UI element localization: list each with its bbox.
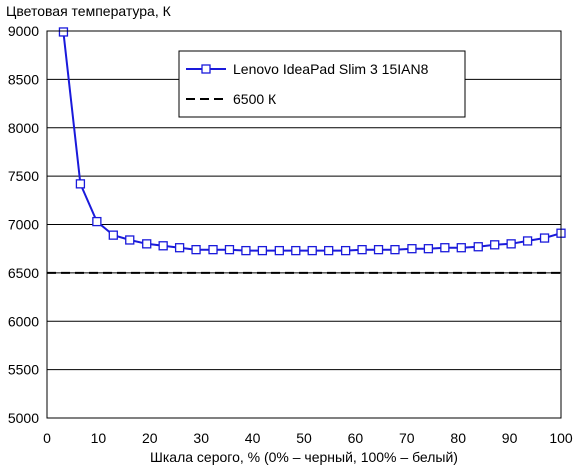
x-tick-labels: 0 10 20 30 40 50 60 70 80 90 100 (43, 430, 573, 446)
data-point (75, 179, 86, 189)
y-tick-label: 8000 (8, 120, 39, 136)
x-tick-label: 20 (142, 430, 158, 446)
data-point (539, 233, 550, 243)
series-layer (47, 27, 566, 274)
y-tick-labels: 5000 5500 6000 6500 7000 7500 8000 8500 9000 (8, 23, 39, 426)
y-tick-label: 7500 (8, 168, 39, 184)
y-tick-label: 6000 (8, 313, 39, 329)
data-point (224, 245, 235, 255)
data-point (373, 245, 384, 255)
x-tick-label: 30 (193, 430, 209, 446)
data-point (324, 245, 334, 256)
data-point (307, 245, 317, 256)
data-point (142, 239, 152, 249)
data-point (357, 245, 367, 255)
data-point (340, 245, 351, 256)
data-point (473, 242, 483, 252)
data-point (490, 240, 500, 250)
data-point (125, 235, 135, 245)
data-point (456, 243, 466, 253)
y-tick-label: 7000 (8, 217, 39, 233)
data-point (58, 27, 69, 37)
x-tick-label: 90 (502, 430, 518, 446)
legend-label: 6500 К (233, 91, 277, 107)
x-tick-label: 70 (399, 430, 415, 446)
x-tick-label: 0 (43, 430, 51, 446)
y-tick-label: 8500 (8, 71, 39, 87)
y-tick-label: 6500 (8, 265, 39, 281)
data-point (506, 239, 516, 249)
data-point (274, 245, 284, 256)
y-axis-label: Цветовая температура, К (6, 3, 172, 19)
legend-label: Lenovo IdeaPad Slim 3 15IAN8 (233, 61, 429, 77)
x-axis-label: Шкала серого, % (0% – черный, 100% – бел… (150, 449, 458, 465)
data-point (208, 245, 218, 255)
y-tick-label: 5500 (8, 362, 39, 378)
legend: Lenovo IdeaPad Slim 3 15IAN8 6500 К (178, 50, 466, 118)
data-point (191, 245, 201, 255)
legend-box (178, 50, 466, 118)
data-point (241, 245, 251, 256)
x-tick-label: 100 (549, 430, 573, 446)
y-tick-label: 9000 (8, 23, 39, 39)
data-point (423, 244, 434, 254)
data-point (174, 243, 185, 253)
x-tick-label: 80 (450, 430, 466, 446)
data-point (158, 241, 168, 251)
data-point (522, 236, 533, 246)
data-point (291, 245, 301, 256)
data-point (257, 245, 268, 256)
y-tick-label: 5000 (8, 410, 39, 426)
x-tick-label: 50 (296, 430, 312, 446)
data-point (92, 216, 102, 227)
x-tick-label: 40 (245, 430, 261, 446)
plot-frame (46, 30, 562, 419)
data-point (390, 245, 400, 255)
data-point (440, 243, 450, 253)
legend-marker (201, 64, 211, 74)
data-point (108, 230, 118, 240)
data-point (407, 244, 417, 254)
x-tick-label: 60 (348, 430, 364, 446)
x-tick-label: 10 (91, 430, 107, 446)
